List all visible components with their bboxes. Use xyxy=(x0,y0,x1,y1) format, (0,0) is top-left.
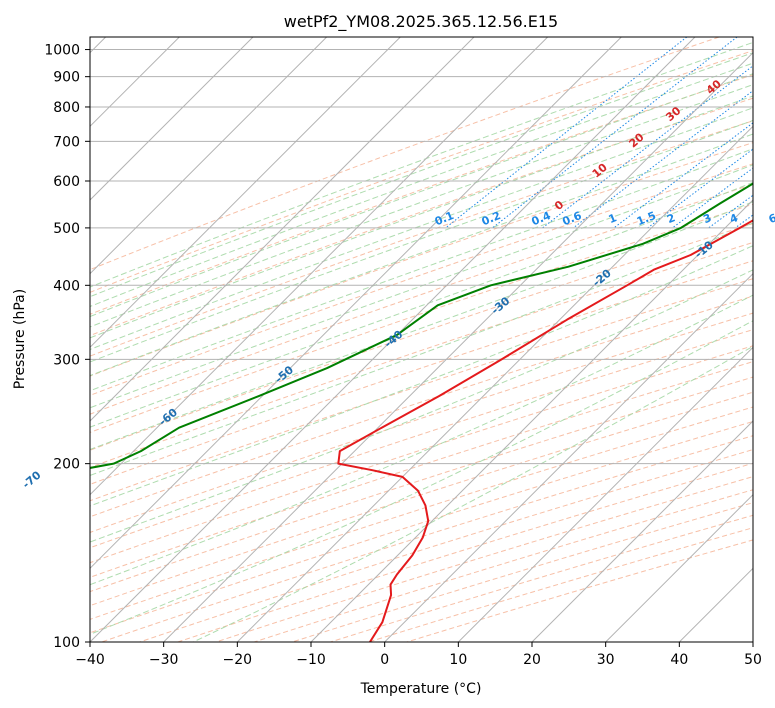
moist-adiabat xyxy=(90,95,753,339)
y-tick-label: 600 xyxy=(53,174,80,190)
isotherm xyxy=(90,37,696,642)
dry-adiabat xyxy=(90,142,753,377)
x-tick-label: 20 xyxy=(523,652,541,668)
moist-adiabat xyxy=(90,181,753,428)
y-tick-label: 200 xyxy=(53,457,80,473)
y-tick-label: 500 xyxy=(53,221,80,237)
x-tick-label: −40 xyxy=(75,652,105,668)
dry-adiabat xyxy=(90,312,753,533)
isotherm xyxy=(752,641,753,642)
dry-adiabat xyxy=(101,435,753,642)
moist-adiabat xyxy=(90,52,753,298)
isotherm xyxy=(163,51,753,642)
moist-adiabat xyxy=(90,164,753,409)
x-tick-label: 10 xyxy=(449,652,467,668)
y-tick-label: 800 xyxy=(53,100,80,116)
x-axis-label: Temperature (°C) xyxy=(360,681,482,697)
mixing-ratio-line xyxy=(492,37,738,229)
dry-adiabat xyxy=(90,37,720,271)
x-tick-label: −30 xyxy=(149,652,179,668)
mixing-ratio-line xyxy=(572,90,753,229)
moist-adiabat xyxy=(90,62,753,308)
moist-adiabat xyxy=(90,294,753,586)
moist-adiabat-label: 40 xyxy=(704,77,724,97)
y-tick-label: 300 xyxy=(53,352,80,368)
dry-adiabat xyxy=(90,120,753,357)
isotherm xyxy=(90,37,254,201)
isotherm xyxy=(605,493,753,642)
chart-title: wetPf2_YM08.2025.365.12.56.E15 xyxy=(284,12,558,32)
x-tick-label: 0 xyxy=(380,652,389,668)
y-tick-label: 1000 xyxy=(44,43,80,59)
moist-adiabat xyxy=(90,41,753,288)
isotherm xyxy=(384,272,753,642)
dry-adiabat xyxy=(90,203,753,433)
dry-adiabat xyxy=(90,278,753,502)
y-tick-label: 100 xyxy=(53,635,80,651)
axis-ticks: −40 −30 −20 −10 0 10 20 30 40 50 100 200 300 400 500 60… xyxy=(44,43,762,668)
moist-adiabat xyxy=(90,245,753,507)
x-tick-label: 50 xyxy=(744,652,762,668)
mixing-ratio-line xyxy=(734,214,753,229)
x-tick-label: 40 xyxy=(670,652,688,668)
dry-adiabat xyxy=(139,449,753,642)
dry-adiabat xyxy=(254,489,753,642)
x-tick-label: −20 xyxy=(223,652,253,668)
dry-adiabat xyxy=(90,241,753,469)
isotherm xyxy=(531,420,753,642)
plot-frame xyxy=(89,36,754,643)
mixing-ratio-label: 3 xyxy=(701,211,713,226)
y-tick-label: 400 xyxy=(53,278,80,294)
y-tick-label: 700 xyxy=(53,134,80,150)
background-lines xyxy=(90,37,753,642)
isotherm xyxy=(90,37,328,275)
dry-adiabat xyxy=(90,376,753,593)
moist-adiabat xyxy=(90,201,753,451)
mixing-ratio-label: 2 xyxy=(665,211,677,226)
moist-adiabat xyxy=(90,148,753,392)
dry-adiabat xyxy=(90,329,753,549)
dry-adiabat xyxy=(90,183,753,415)
dry-adiabat xyxy=(215,476,753,642)
moist-adiabat xyxy=(90,84,753,328)
mixing-ratio-line xyxy=(708,194,753,229)
dewpoint-line xyxy=(90,182,753,469)
isotherm xyxy=(678,567,753,642)
profile-lines xyxy=(90,182,753,642)
isotherm xyxy=(90,37,622,570)
moist-adiabat xyxy=(90,73,753,318)
mixing-ratio-line xyxy=(445,37,688,229)
dry-adiabat xyxy=(177,462,753,642)
x-tick-label: −10 xyxy=(296,652,326,668)
mixing-ratio-label: 6 xyxy=(767,211,775,226)
dry-adiabat-label: -70 xyxy=(20,468,44,491)
mixing-ratio-label: 1 xyxy=(607,211,619,226)
dry-adiabat xyxy=(90,361,753,578)
isotherm xyxy=(90,37,475,422)
mixing-ratio-line xyxy=(647,148,753,229)
y-axis-label: Pressure (hPa) xyxy=(12,289,28,389)
moist-adiabat xyxy=(193,345,753,642)
isotherm xyxy=(236,125,753,642)
dry-adiabat xyxy=(90,345,753,564)
y-tick-label: 900 xyxy=(53,70,80,86)
isotherm xyxy=(90,37,401,349)
mixing-ratio-label: 0.1 xyxy=(433,209,456,228)
mixing-ratio-label: 0.4 xyxy=(530,209,553,228)
isotherm xyxy=(310,199,753,642)
moist-adiabat-label: 20 xyxy=(627,130,647,150)
isotherm xyxy=(90,37,549,496)
x-tick-label: 30 xyxy=(597,652,615,668)
isotherm xyxy=(457,346,753,642)
temperature-line xyxy=(337,219,753,642)
dry-adiabat xyxy=(90,223,753,451)
